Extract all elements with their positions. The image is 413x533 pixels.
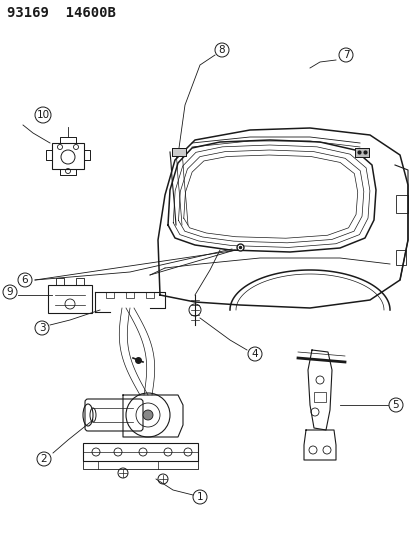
Bar	[395, 195, 407, 213]
Text: 8: 8	[218, 45, 225, 55]
Bar	[106, 292, 114, 298]
Text: 3: 3	[38, 323, 45, 333]
Bar	[48, 285, 92, 313]
Text: 6: 6	[21, 275, 28, 285]
Text: 93169  14600B: 93169 14600B	[7, 6, 116, 20]
Bar	[395, 250, 405, 265]
Bar	[171, 148, 185, 156]
Bar	[146, 292, 154, 298]
Text: 10: 10	[36, 110, 50, 120]
Text: 9: 9	[7, 287, 13, 297]
Bar	[313, 392, 325, 402]
Text: 1: 1	[196, 492, 203, 502]
Bar	[171, 148, 185, 156]
Text: 4: 4	[251, 349, 258, 359]
Bar	[52, 143, 84, 169]
Bar	[83, 443, 197, 461]
Text: 2: 2	[40, 454, 47, 464]
Text: 5: 5	[392, 400, 399, 410]
Bar	[354, 148, 368, 157]
Bar	[126, 292, 134, 298]
Text: 7: 7	[342, 50, 349, 60]
Circle shape	[142, 410, 153, 420]
Bar	[354, 148, 368, 157]
